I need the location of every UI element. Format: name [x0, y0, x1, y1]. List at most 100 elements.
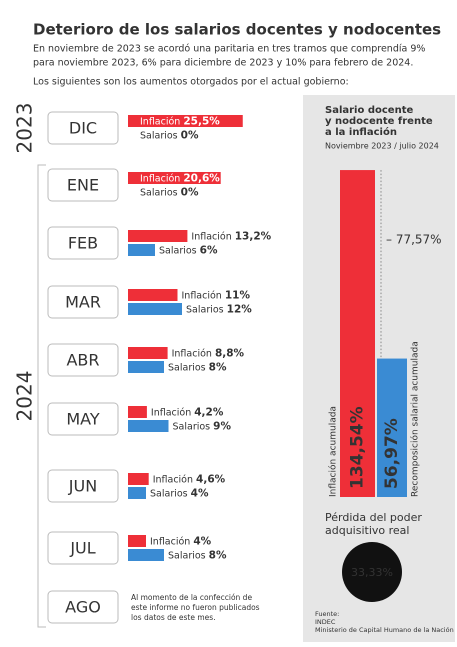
- series-name: Inflación: [153, 474, 193, 485]
- bar-label: Inflación 8,8%: [172, 348, 245, 360]
- year-label: 2024: [13, 371, 37, 422]
- panel-title: y nodocente frente: [325, 116, 433, 127]
- value-label: 13,2%: [235, 231, 272, 243]
- bar-label: Salarios 8%: [168, 550, 227, 562]
- series-name: Inflación: [150, 536, 190, 547]
- bar-label: Salarios 4%: [150, 488, 209, 500]
- panel-subtitle: Noviembre 2023 / julio 2024: [325, 142, 439, 151]
- loss-label: Pérdida del poder: [325, 511, 422, 524]
- loss-circle: [342, 542, 402, 602]
- month-box: [47, 343, 119, 377]
- bar-label: Salarios 8%: [168, 362, 227, 374]
- month-box: [47, 285, 119, 319]
- bar: [340, 170, 375, 497]
- value-label: 0%: [181, 187, 199, 199]
- value-label: 12%: [227, 304, 253, 316]
- value-label: 11%: [225, 290, 251, 302]
- value-label: 25,5%: [183, 116, 220, 128]
- bar: [377, 358, 407, 497]
- month-label: ENE: [67, 176, 99, 195]
- bracket: [37, 164, 46, 628]
- subtitle: En noviembre de 2023 se acordó una parit…: [33, 44, 425, 55]
- month-label: MAR: [65, 293, 101, 312]
- bar: [128, 115, 243, 127]
- series-name: Inflación: [182, 290, 222, 301]
- bar: [128, 549, 164, 561]
- bar-label: Inflación 20,6%: [140, 173, 220, 185]
- bar-label: Inflación 4%: [150, 536, 212, 548]
- month-label: JUN: [68, 477, 97, 496]
- category-label: Inflación acumulada: [328, 406, 339, 497]
- value-label: 4%: [193, 536, 211, 548]
- series-name: Salarios: [140, 130, 178, 141]
- month-box: [47, 111, 119, 145]
- bar: [128, 303, 182, 315]
- bar: [128, 172, 221, 184]
- month-label: MAY: [66, 410, 100, 429]
- series-name: Salarios: [140, 187, 178, 198]
- month-box: [47, 531, 119, 565]
- series-name: Inflación: [140, 173, 180, 184]
- series-name: Salarios: [150, 488, 188, 499]
- bar: [128, 473, 149, 485]
- bar: [128, 347, 168, 359]
- series-name: Salarios: [159, 245, 197, 256]
- month-label: FEB: [68, 234, 98, 253]
- bar: [128, 406, 147, 418]
- bar-label: Salarios 9%: [173, 421, 232, 433]
- source: Ministerio de Capital Humano de la Nació…: [315, 626, 454, 634]
- value-label: 8%: [209, 362, 227, 374]
- bar: [128, 535, 146, 547]
- annotation: – 77,57%: [386, 233, 442, 247]
- value-label: 20,6%: [183, 173, 220, 185]
- series-name: Inflación: [172, 348, 212, 359]
- value-label: 0%: [181, 130, 199, 142]
- series-name: Salarios: [186, 304, 224, 315]
- month-box: [47, 226, 119, 260]
- value-label: 8,8%: [215, 348, 245, 360]
- value-label: 9%: [213, 421, 231, 433]
- bar-label: Inflación 4,6%: [153, 474, 226, 486]
- source: Fuente:: [315, 610, 339, 618]
- series-name: Salarios: [173, 421, 211, 432]
- bar: [128, 244, 155, 256]
- series-name: Inflación: [151, 407, 191, 418]
- bar-label: Salarios 0%: [140, 187, 199, 199]
- month-label: AGO: [65, 598, 101, 617]
- intro: Los siguientes son los aumentos otorgado…: [33, 77, 349, 88]
- bar-label: Inflación 25,5%: [140, 116, 220, 128]
- loss-label: adquisitivo real: [325, 524, 409, 537]
- bar-label: Salarios 12%: [186, 304, 252, 316]
- value-label: 56,97%: [382, 418, 402, 489]
- bar: [128, 289, 178, 301]
- bar-label: Salarios 6%: [159, 245, 218, 257]
- value-label: 8%: [209, 550, 227, 562]
- value-label: 134,54%: [348, 406, 368, 489]
- title: Deterioro de los salarios docentes y nod…: [33, 21, 441, 39]
- value-label: 4,2%: [194, 407, 224, 419]
- category-label: Recomposición salarial acumulada: [410, 341, 421, 497]
- bar: [128, 487, 146, 499]
- bar-label: Inflación 11%: [182, 290, 251, 302]
- bar: [128, 420, 169, 432]
- value-label: 6%: [200, 245, 218, 257]
- year-label: 2023: [13, 103, 37, 154]
- month-box: [47, 469, 119, 503]
- series-name: Salarios: [168, 550, 206, 561]
- note: Al momento de la confección de: [131, 593, 252, 602]
- source: INDEC: [315, 618, 336, 626]
- month-label: DIC: [69, 119, 97, 138]
- panel-title: Salario docente: [325, 105, 413, 116]
- month-box: [47, 402, 119, 436]
- month-label: ABR: [66, 351, 99, 370]
- series-name: Inflación: [191, 231, 231, 242]
- note: este informe no fueron publicados: [131, 603, 260, 612]
- note: los datos de este mes.: [131, 613, 216, 622]
- value-label: 4,6%: [196, 474, 226, 486]
- bar: [128, 361, 164, 373]
- loss-value: 33,33%: [351, 566, 393, 579]
- series-name: Inflación: [140, 116, 180, 127]
- bar-label: Inflación 4,2%: [151, 407, 224, 419]
- bar: [128, 230, 188, 242]
